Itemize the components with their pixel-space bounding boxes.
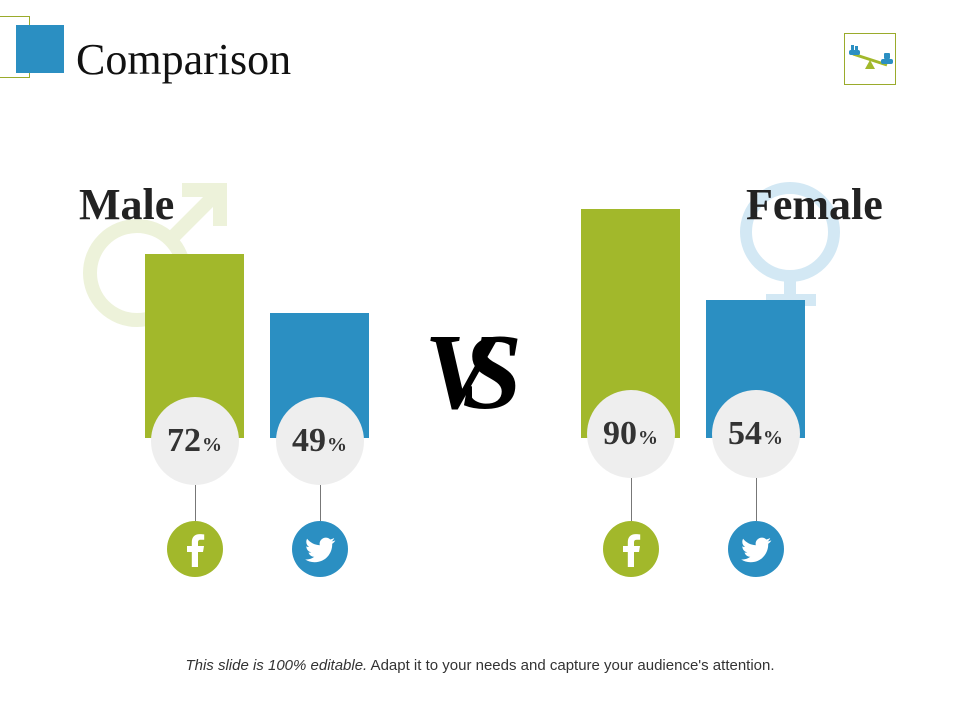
value-label-male-twitter: 49% bbox=[275, 397, 364, 485]
value-number: 54 bbox=[728, 415, 762, 452]
connector-line bbox=[756, 478, 757, 521]
connector-line bbox=[320, 485, 321, 521]
group-label-female: Female bbox=[746, 180, 883, 229]
footer-note: This slide is 100% editable. Adapt it to… bbox=[0, 657, 960, 674]
title-accent-square bbox=[16, 25, 64, 73]
value-number: 90 bbox=[603, 415, 637, 452]
facebook-icon[interactable] bbox=[602, 521, 659, 577]
group-label-male: Male bbox=[79, 180, 175, 229]
value-number: 49 bbox=[292, 422, 326, 459]
value-unit: % bbox=[638, 427, 658, 449]
connector-line bbox=[631, 478, 632, 521]
value-unit: % bbox=[763, 427, 783, 449]
connector-line bbox=[195, 485, 196, 521]
footer-text: Adapt it to your needs and capture your … bbox=[367, 657, 775, 674]
value-unit: % bbox=[327, 434, 347, 456]
value-unit: % bbox=[202, 434, 222, 456]
value-label-female-facebook: 90% bbox=[586, 390, 675, 478]
value-label-male-facebook: 72% bbox=[150, 397, 239, 485]
page-title: Comparison bbox=[76, 35, 292, 84]
value-label-female-twitter: 54% bbox=[711, 390, 800, 478]
twitter-icon[interactable] bbox=[291, 521, 348, 577]
footer-italic-text: This slide is 100% editable. bbox=[185, 657, 368, 674]
twitter-icon[interactable] bbox=[727, 521, 784, 577]
facebook-icon[interactable] bbox=[166, 521, 223, 577]
balance-scale-icon bbox=[844, 33, 896, 85]
value-number: 72 bbox=[167, 422, 201, 459]
